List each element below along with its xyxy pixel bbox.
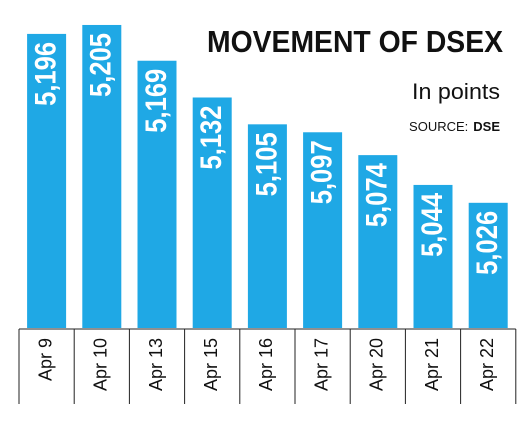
value-label: 5,132	[195, 105, 228, 169]
value-label: 5,044	[416, 193, 449, 257]
x-tick-label: Apr 21	[422, 338, 442, 391]
bar	[358, 155, 398, 328]
source: DSE	[473, 119, 500, 134]
bar	[413, 184, 453, 328]
value-label: 5,169	[140, 69, 173, 133]
x-tick-label: Apr 17	[311, 338, 331, 391]
value-label: 5,196	[30, 42, 63, 106]
x-tick-label: Apr 20	[367, 338, 387, 391]
value-label: 5,205	[85, 33, 118, 97]
bar	[137, 60, 177, 329]
value-label: 5,074	[361, 163, 394, 227]
value-label: 5,026	[471, 211, 504, 275]
x-tick-label: Apr 13	[146, 338, 166, 391]
bar	[303, 132, 343, 328]
x-tick-label: Apr 22	[477, 338, 497, 391]
bar	[192, 97, 232, 329]
value-label: 5,105	[250, 132, 283, 196]
value-label: 5,097	[306, 140, 339, 204]
bar	[82, 24, 122, 328]
bar	[27, 33, 67, 329]
x-tick-label: Apr 9	[35, 338, 55, 381]
x-tick-label: Apr 10	[91, 338, 111, 391]
bar	[468, 202, 508, 328]
x-tick-label: Apr 16	[256, 338, 276, 391]
chart-subtitle: In points	[412, 79, 500, 104]
x-tick-label: Apr 15	[201, 338, 221, 391]
chart-title: MOVEMENT OF DSEX	[207, 24, 503, 59]
source-line: SOURCE: DSE	[409, 119, 500, 134]
source-label: SOURCE:	[409, 119, 468, 134]
bar	[247, 124, 287, 329]
